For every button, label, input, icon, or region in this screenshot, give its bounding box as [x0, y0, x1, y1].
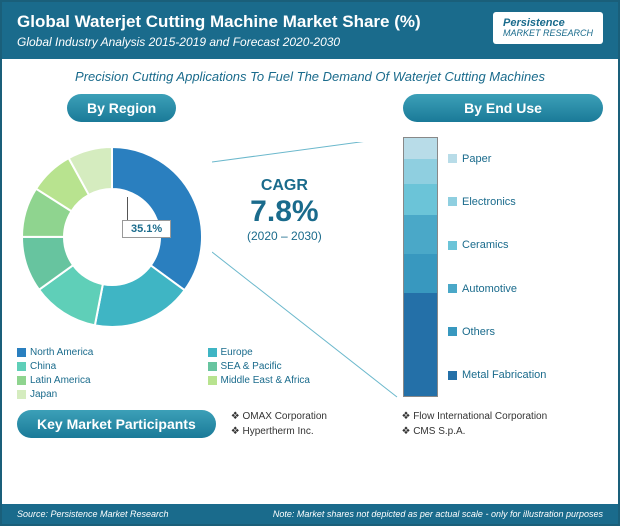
enduse-segment	[404, 215, 437, 254]
logo: PersistenceMARKET RESEARCH	[493, 12, 603, 44]
enduse-segment	[404, 293, 437, 396]
enduse-segment	[404, 184, 437, 215]
region-legend-item: Latin America	[17, 375, 198, 386]
enduse-legend-item: Electronics	[448, 196, 546, 208]
enduse-label: By End Use	[403, 94, 603, 122]
enduse-segment	[404, 159, 437, 185]
region-legend-item: China	[17, 361, 198, 372]
footer-note: Note: Market shares not depicted as per …	[273, 509, 603, 519]
region-label: By Region	[67, 94, 176, 122]
enduse-legend-item: Others	[448, 326, 546, 338]
participant-item: Flow International Corporation	[401, 411, 547, 422]
participant-item: CMS S.p.A.	[401, 426, 547, 437]
footer-source: Source: Persistence Market Research	[17, 509, 169, 519]
donut-segment	[112, 147, 202, 290]
participants: Key Market Participants OMAX Corporation…	[17, 410, 603, 438]
enduse-legend-item: Metal Fabrication	[448, 369, 546, 381]
enduse-segment	[404, 254, 437, 293]
region-legend-item: Europe	[208, 347, 389, 358]
cagr-label: CAGR	[247, 177, 322, 195]
enduse-segment	[404, 138, 437, 159]
footer: Source: Persistence Market Research Note…	[2, 504, 618, 524]
enduse-bar	[403, 137, 438, 397]
region-legend-item: Japan	[17, 389, 198, 400]
region-legend-item: Middle East & Africa	[208, 375, 389, 386]
tagline: Precision Cutting Applications To Fuel T…	[2, 59, 618, 94]
region-legend: North America Europe China SEA & Pacific Lat…	[17, 347, 388, 400]
cagr-value: 7.8%	[247, 195, 322, 229]
donut-chart: 35.1%	[7, 132, 217, 342]
enduse-legend-item: Ceramics	[448, 239, 546, 251]
participant-item: Hypertherm Inc.	[231, 426, 377, 437]
participant-item: OMAX Corporation	[231, 411, 377, 422]
enduse-legend-item: Automotive	[448, 283, 546, 295]
participants-label: Key Market Participants	[17, 410, 216, 438]
region-legend-item: SEA & Pacific	[208, 361, 389, 372]
cagr-period: (2020 – 2030)	[247, 229, 322, 243]
enduse-legend: Paper Electronics Ceramics Automotive Others…	[448, 137, 546, 397]
enduse-legend-item: Paper	[448, 153, 546, 165]
region-legend-item: North America	[17, 347, 198, 358]
header: Global Waterjet Cutting Machine Market S…	[2, 2, 618, 59]
cagr-block: CAGR 7.8% (2020 – 2030)	[247, 177, 322, 243]
region-callout: 35.1%	[122, 220, 171, 238]
